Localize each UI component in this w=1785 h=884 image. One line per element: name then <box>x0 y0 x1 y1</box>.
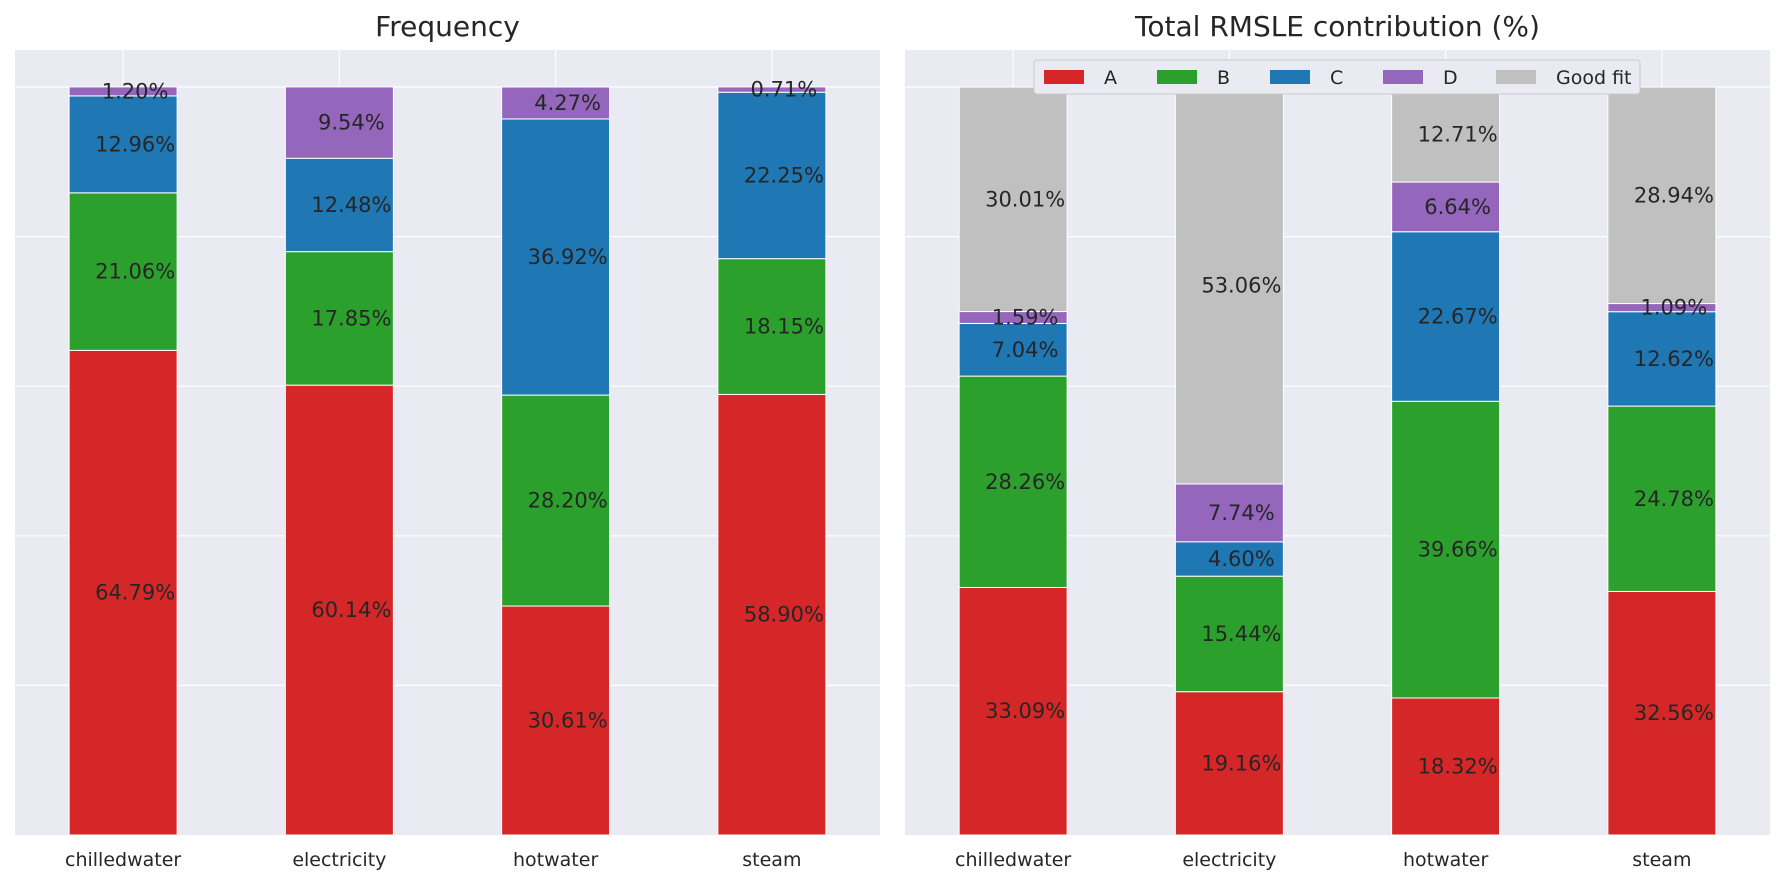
bar-steam-good-fit <box>1607 86 1717 305</box>
data-label-steam-c: 12.62% <box>1634 347 1714 371</box>
bars <box>958 86 1717 836</box>
x-tick-label-hotwater: hotwater <box>513 849 598 871</box>
data-label-chilledwater-c: 7.04% <box>992 338 1059 362</box>
x-tick-label-steam: steam <box>1632 849 1691 871</box>
data-label-hotwater-a: 30.61% <box>528 709 608 733</box>
data-label-steam-b: 18.15% <box>744 315 824 339</box>
data-label-hotwater-good-fit: 12.71% <box>1418 123 1498 147</box>
bar-hotwater-c <box>501 118 611 396</box>
bar-hotwater-a <box>1391 697 1501 836</box>
bar-electricity-d <box>1174 483 1284 543</box>
data-label-steam-a: 32.56% <box>1634 701 1714 725</box>
bar-electricity-c <box>284 157 394 253</box>
data-label-hotwater-a: 18.32% <box>1418 754 1498 778</box>
bar-chilledwater-b <box>958 375 1068 588</box>
data-label-electricity-c: 4.60% <box>1208 547 1275 571</box>
bar-electricity-d <box>284 86 394 159</box>
bar-hotwater-b <box>501 394 611 607</box>
x-tick-label-chilledwater: chilledwater <box>955 849 1071 871</box>
data-label-hotwater-d: 4.27% <box>534 91 601 115</box>
bar-steam-c <box>717 91 827 260</box>
data-label-steam-c: 22.25% <box>744 163 824 187</box>
bar-chilledwater-d <box>68 86 178 97</box>
bar-electricity-a <box>1174 691 1284 836</box>
data-label-electricity-a: 19.16% <box>1201 751 1281 775</box>
bar-steam-a <box>1607 590 1717 836</box>
data-label-chilledwater-c: 12.96% <box>95 132 175 156</box>
data-label-chilledwater-a: 33.09% <box>985 699 1065 723</box>
x-tick-label-chilledwater: chilledwater <box>65 849 181 871</box>
legend-label-good-fit: Good fit <box>1556 67 1632 89</box>
bar-steam-b <box>1607 405 1717 592</box>
legend: A B C D Good fit <box>1033 59 1641 95</box>
bar-hotwater-d <box>1391 181 1501 233</box>
bar-steam-a <box>717 393 827 836</box>
data-label-hotwater-d: 6.64% <box>1424 195 1491 219</box>
data-label-hotwater-c: 22.67% <box>1418 305 1498 329</box>
data-label-hotwater-b: 39.66% <box>1418 538 1498 562</box>
data-labels: 64.79% 21.06% 12.96% 1.20% 60.14% 17.85% 12.48… <box>95 78 824 733</box>
frequency-chart: Frequency 64.79% 21.06% 12.96% 1.20% 60.14% 17… <box>15 10 880 871</box>
legend-label-a: A <box>1104 67 1117 89</box>
bars <box>68 86 827 836</box>
legend-swatch-d <box>1383 70 1423 84</box>
data-label-electricity-d: 9.54% <box>318 111 385 135</box>
bar-chilledwater-a <box>958 586 1068 836</box>
bar-hotwater-a <box>501 605 611 836</box>
x-tick-labels: chilledwater electricity hotwater steam <box>65 849 801 871</box>
data-label-chilledwater-d: 1.59% <box>992 305 1059 329</box>
bar-steam-d <box>717 86 827 93</box>
legend-swatch-b <box>1157 70 1197 84</box>
legend-label-c: C <box>1330 67 1343 89</box>
bar-chilledwater-good-fit <box>958 86 1068 313</box>
bar-electricity-good-fit <box>1174 86 1284 485</box>
data-labels: 33.09% 28.26% 7.04% 1.59% 30.01% 19.16% 15.44%… <box>985 123 1714 779</box>
data-label-electricity-b: 17.85% <box>311 306 391 330</box>
data-label-chilledwater-d: 1.20% <box>102 79 169 103</box>
data-label-hotwater-c: 36.92% <box>528 245 608 269</box>
x-tick-label-electricity: electricity <box>292 849 386 871</box>
x-tick-label-electricity: electricity <box>1182 849 1276 871</box>
bar-electricity-b <box>284 251 394 386</box>
legend-label-d: D <box>1443 67 1458 89</box>
data-label-steam-d: 0.71% <box>751 78 818 102</box>
bar-electricity-c <box>1174 541 1284 577</box>
legend-swatch-good-fit <box>1496 70 1536 84</box>
rmsle-contribution-chart: Total RMSLE contribution (%) 33.09% 28.26%… <box>905 10 1770 871</box>
x-tick-label-steam: steam <box>742 849 801 871</box>
bar-hotwater-c <box>1391 231 1501 402</box>
chart-title: Frequency <box>375 10 520 43</box>
data-label-electricity-c: 12.48% <box>311 193 391 217</box>
legend-swatch-a <box>1044 70 1084 84</box>
data-label-electricity-d: 7.74% <box>1208 501 1275 525</box>
data-label-steam-good-fit: 28.94% <box>1634 183 1714 207</box>
x-tick-label-hotwater: hotwater <box>1403 849 1488 871</box>
data-label-chilledwater-b: 21.06% <box>95 260 175 284</box>
bar-hotwater-good-fit <box>1391 86 1501 183</box>
bar-steam-b <box>717 258 827 395</box>
data-label-steam-b: 24.78% <box>1634 487 1714 511</box>
data-label-hotwater-b: 28.20% <box>528 489 608 513</box>
bar-hotwater-d <box>501 86 611 120</box>
bar-hotwater-b <box>1391 400 1501 699</box>
bar-chilledwater-a <box>68 349 178 836</box>
data-label-steam-d: 1.09% <box>1641 296 1708 320</box>
legend-swatch-c <box>1270 70 1310 84</box>
data-label-steam-a: 58.90% <box>744 603 824 627</box>
chart-title: Total RMSLE contribution (%) <box>1134 10 1540 43</box>
data-label-electricity-good-fit: 53.06% <box>1201 273 1281 297</box>
data-label-electricity-a: 60.14% <box>311 598 391 622</box>
data-label-electricity-b: 15.44% <box>1201 622 1281 646</box>
data-label-chilledwater-good-fit: 30.01% <box>985 187 1065 211</box>
legend-label-b: B <box>1217 67 1230 89</box>
bar-steam-c <box>1607 311 1717 407</box>
x-tick-labels: chilledwater electricity hotwater steam <box>955 849 1691 871</box>
data-label-chilledwater-a: 64.79% <box>95 581 175 605</box>
bar-chilledwater-b <box>68 192 178 351</box>
legend-box <box>1033 59 1641 95</box>
data-label-chilledwater-b: 28.26% <box>985 470 1065 494</box>
